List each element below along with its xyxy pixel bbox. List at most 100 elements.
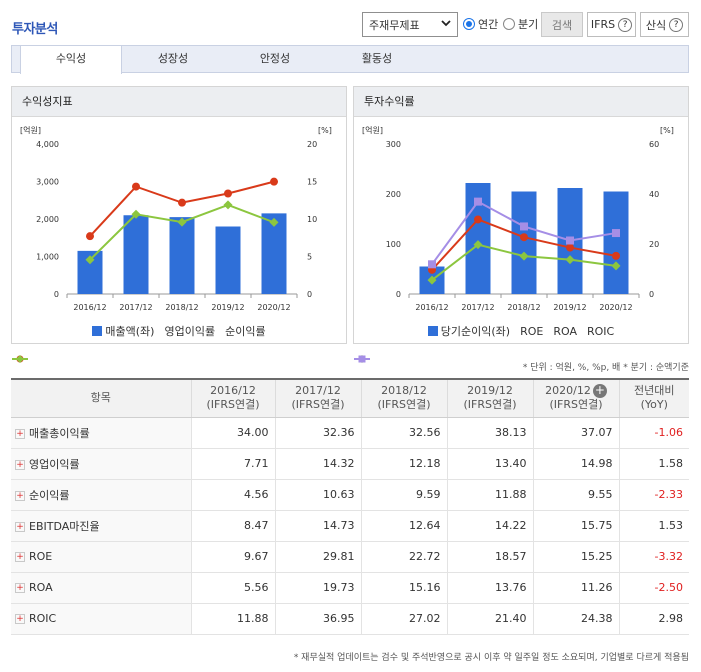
legend-item[interactable]: ROIC	[354, 323, 615, 363]
value-cell: 27.02	[361, 603, 448, 635]
y-tick-label-left: 100	[386, 240, 401, 249]
value-cell: 37.07	[533, 417, 620, 449]
series-point	[269, 217, 279, 227]
search-button[interactable]: 검색	[541, 12, 583, 37]
x-tick-label: 2019/12	[211, 303, 244, 312]
y-tick-label-left: 4,000	[36, 140, 59, 149]
row-label: ROA	[29, 581, 53, 594]
column-header: 2018/12 (IFRS연결)	[361, 378, 448, 418]
statement-select[interactable]: 주재무제표	[362, 12, 458, 37]
bar	[215, 226, 241, 294]
table-row: + EBITDA마진율 8.47 14.73 12.64 14.22 15.75 1.53	[11, 510, 689, 542]
page-title: 투자분석	[12, 22, 58, 37]
y-tick-label-left: 300	[386, 140, 401, 149]
legend-swatch	[12, 355, 28, 363]
x-tick-label: 2018/12	[507, 303, 540, 312]
legend-label: ROE	[520, 324, 544, 338]
table-row: + ROIC 11.88 36.95 27.02 21.40 24.38 2.98	[11, 603, 689, 635]
series-point	[474, 197, 482, 206]
series-point	[519, 251, 529, 261]
series-point	[177, 217, 187, 227]
tab-stability[interactable]: 안정성	[259, 52, 291, 65]
footer-note: * 재무실적 업데이트는 검수 및 주석반영으로 공시 이후 약 일주일 정도 …	[293, 653, 689, 663]
y-tick-label-left: 0	[396, 290, 401, 299]
table-row: + 매출총이익률 34.00 32.36 32.56 38.13 37.07 -1.06	[11, 417, 689, 449]
legend-label: ROIC	[586, 324, 615, 338]
y-tick-label-left: 0	[54, 290, 59, 299]
profitability-chart-panel: 수익성지표 [억원] [%] 0 0 1,000 5 2,000 10 3,000 15 4,000…	[11, 86, 347, 363]
table-row: + 순이익률 4.56 10.63 9.59 11.88 9.55 -2.33	[11, 479, 689, 511]
radio-quarter[interactable]: 분기	[503, 16, 538, 32]
radio-annual-dot[interactable]	[463, 18, 475, 30]
expand-icon[interactable]: +	[15, 614, 25, 624]
value-cell: 14.98	[533, 448, 620, 480]
radio-annual-label: 연간	[478, 18, 499, 31]
value-cell: 18.57	[447, 541, 534, 573]
expand-icon[interactable]: +	[15, 521, 25, 532]
legend-label: 당기순이익(좌)	[440, 325, 511, 338]
row-label-cell: + ROA	[11, 572, 192, 604]
profitability-chart: [억원] [%] 0 0 1,000 5 2,000 10 3,000 15 4,000 20 2016…	[20, 125, 332, 312]
value-cell: 9.55	[533, 479, 620, 511]
x-tick-label: 2016/12	[415, 303, 448, 312]
legend-label: 매출액(좌)	[105, 325, 155, 338]
y-tick-label-left: 3,000	[36, 178, 59, 187]
series-point	[223, 200, 233, 210]
x-tick-label: 2016/12	[73, 303, 106, 312]
y-axis-unit-right: [%]	[318, 126, 332, 135]
legend-item[interactable]: 순이익률	[12, 323, 266, 363]
column-header-sublabel: (YoY)	[640, 398, 668, 412]
series-point	[612, 229, 620, 238]
legend-item[interactable]: 영업이익률	[12, 323, 216, 363]
value-cell: 12.64	[361, 510, 448, 542]
expand-icon[interactable]: +	[15, 459, 25, 470]
x-tick-label: 2017/12	[461, 303, 494, 312]
expand-icon[interactable]: +	[15, 428, 25, 439]
value-cell: 22.72	[361, 541, 448, 573]
chart-legend: 매출액(좌) 영업이익률 순이익률	[12, 323, 346, 363]
value-cell: 32.56	[361, 417, 448, 449]
legend-item[interactable]: 당기순이익(좌)	[427, 323, 511, 339]
column-header: 전년대비 (YoY)	[619, 378, 689, 418]
expand-icon[interactable]: +	[15, 490, 25, 501]
legend-item[interactable]: ROA	[354, 323, 577, 363]
y-tick-label-right: 20	[649, 240, 659, 249]
radio-annual[interactable]: 연간	[463, 16, 498, 32]
value-cell: 14.22	[447, 510, 534, 542]
row-label: EBITDA마진율	[29, 519, 100, 533]
legend-item[interactable]: ROE	[354, 323, 544, 363]
roi-chart-panel: 투자수익률 [억원] [%] 0 0 100 20 200 40 300 60 2016/12 201…	[353, 86, 689, 363]
bar	[511, 191, 537, 294]
column-header: 항목	[11, 378, 192, 418]
tab-activity[interactable]: 활동성	[361, 52, 393, 65]
expand-icon[interactable]: +	[15, 552, 25, 562]
value-cell: 11.26	[533, 572, 620, 604]
y-tick-label-right: 40	[649, 190, 659, 199]
question-icon: ?	[618, 17, 633, 32]
value-cell: 29.81	[275, 541, 362, 573]
column-header-sublabel: (IFRS연결)	[206, 398, 260, 412]
add-column-icon[interactable]: +	[592, 383, 607, 399]
y-tick-label-left: 1,000	[36, 253, 59, 262]
row-label-cell: + 매출총이익률	[11, 417, 192, 449]
column-header: 2016/12 (IFRS연결)	[191, 378, 276, 418]
tab-growth[interactable]: 성장성	[157, 52, 189, 65]
tab-profitability[interactable]: 수익성	[20, 46, 122, 74]
value-cell: 14.32	[275, 448, 362, 480]
formula-help-button[interactable]: 산식 ?	[640, 12, 689, 37]
bar	[603, 191, 629, 294]
column-header: 2020/12 + (IFRS연결)	[533, 378, 620, 418]
y-tick-label-right: 20	[307, 140, 317, 149]
column-header-label: 2017/12	[295, 384, 341, 398]
legend-label: 영업이익률	[164, 325, 216, 338]
table-row: + 영업이익률 7.71 14.32 12.18 13.40 14.98 1.58	[11, 448, 689, 480]
legend-item[interactable]: 매출액(좌)	[92, 323, 154, 339]
row-label-cell: + 영업이익률	[11, 448, 192, 480]
radio-quarter-dot[interactable]	[503, 18, 515, 30]
panel-title: 투자수익률	[354, 87, 688, 117]
expand-icon[interactable]: +	[15, 583, 25, 593]
ifrs-help-button[interactable]: IFRS ?	[587, 12, 636, 37]
yoy-cell: -3.32	[619, 541, 689, 573]
row-label: 매출총이익률	[29, 426, 90, 440]
legend-label: 순이익률	[225, 325, 266, 338]
